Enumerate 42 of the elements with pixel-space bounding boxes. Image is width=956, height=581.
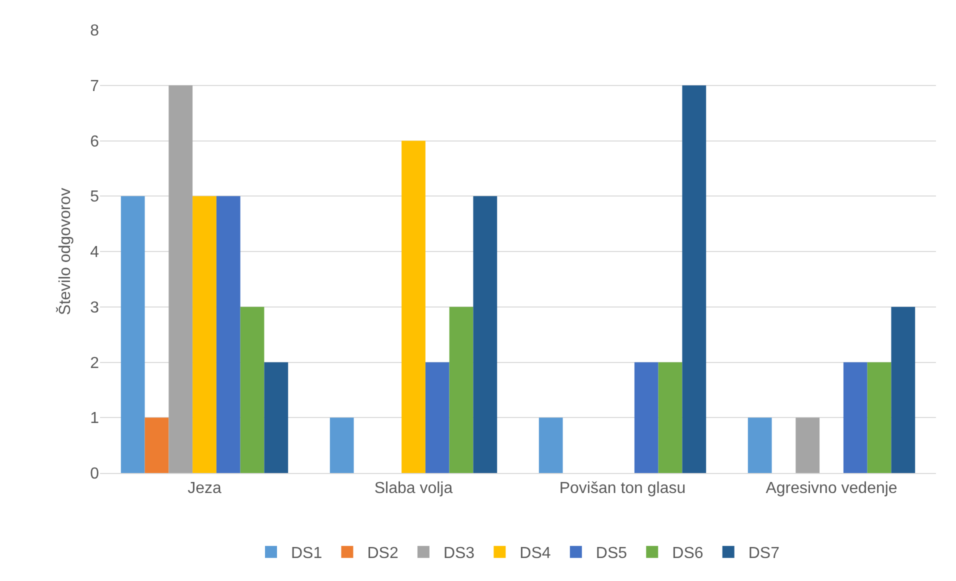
bar — [658, 362, 682, 473]
bar — [449, 306, 474, 473]
bar — [144, 418, 169, 473]
legend-label: DS4 — [520, 545, 551, 562]
legend-label: DS5 — [596, 545, 628, 562]
y-axis-title: Število odgovorov — [56, 188, 74, 316]
y-tick-label: 8 — [90, 22, 100, 40]
legend-label: DS1 — [291, 545, 322, 562]
bar — [843, 362, 868, 473]
legend-label: DS7 — [748, 545, 780, 562]
legend-label: DS6 — [672, 545, 704, 562]
y-tick-label: 4 — [90, 244, 100, 262]
legend-label: DS2 — [367, 545, 398, 562]
y-tick-label: 7 — [90, 78, 100, 95]
bar — [240, 306, 264, 473]
bar — [796, 418, 820, 473]
bar — [402, 140, 426, 473]
bar — [120, 196, 145, 473]
bar — [867, 362, 892, 473]
bar — [216, 196, 240, 473]
legend-label: DS3 — [443, 545, 475, 562]
bar — [891, 306, 916, 473]
bar — [634, 362, 658, 473]
y-tick-label: 3 — [90, 299, 100, 316]
y-tick-label: 5 — [90, 188, 100, 206]
bar — [192, 196, 216, 473]
bar — [748, 418, 772, 473]
bar — [425, 362, 450, 473]
x-tick-label: Slaba volja — [374, 480, 453, 498]
x-tick-label: Jeza — [188, 480, 222, 498]
y-tick-label: 0 — [90, 466, 100, 483]
bar — [168, 85, 193, 473]
bar — [264, 362, 288, 473]
bar — [473, 196, 498, 473]
x-tick-label: Povišan ton glasu — [559, 480, 686, 498]
y-tick-label: 6 — [90, 133, 100, 150]
y-tick-label: 2 — [90, 354, 100, 372]
bar — [330, 418, 354, 473]
bar — [538, 418, 563, 473]
x-tick-label: Agresivno vedenje — [766, 480, 898, 498]
y-tick-label: 1 — [90, 410, 100, 428]
bar — [682, 85, 706, 473]
